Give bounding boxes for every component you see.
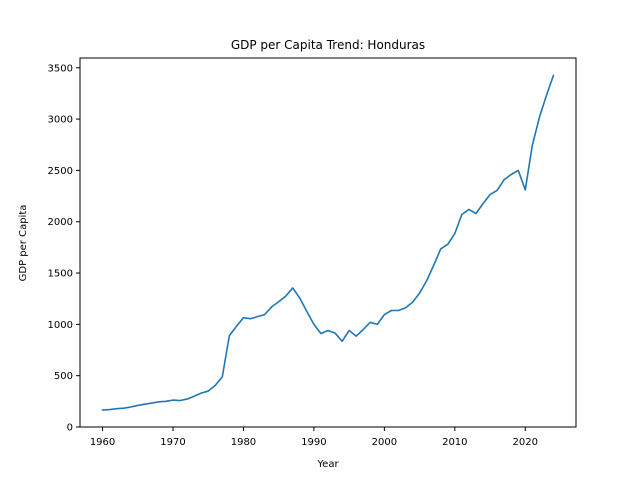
y-tick-label: 2500 bbox=[48, 166, 73, 177]
x-tick-label: 1970 bbox=[160, 437, 185, 448]
x-tick-label: 2010 bbox=[442, 437, 467, 448]
x-tick-label: 1980 bbox=[231, 437, 256, 448]
x-tick-label: 2020 bbox=[513, 437, 538, 448]
chart-title: GDP per Capita Trend: Honduras bbox=[231, 38, 425, 52]
y-tick-label: 0 bbox=[67, 423, 73, 434]
y-tick-label: 1000 bbox=[48, 320, 73, 331]
y-tick-label: 3000 bbox=[48, 115, 73, 126]
y-tick-label: 1500 bbox=[48, 269, 73, 280]
y-tick-label: 500 bbox=[54, 371, 73, 382]
series-layer bbox=[101, 74, 555, 411]
x-tick-label: 1990 bbox=[301, 437, 326, 448]
y-tick-label: 3500 bbox=[48, 63, 73, 74]
x-tick-label: 1960 bbox=[90, 437, 115, 448]
y-tick-label: 2000 bbox=[48, 217, 73, 228]
series-line bbox=[101, 74, 555, 411]
plot-frame bbox=[79, 57, 577, 428]
x-tick-label: 2000 bbox=[372, 437, 397, 448]
x-axis: 1960 1970 1980 1990 2000 2010 2020 bbox=[90, 427, 538, 448]
y-axis: 0 500 1000 1500 2000 2500 3000 3500 bbox=[48, 63, 80, 434]
x-axis-label: Year bbox=[316, 459, 339, 470]
y-axis-label: GDP per Capita bbox=[18, 205, 29, 282]
